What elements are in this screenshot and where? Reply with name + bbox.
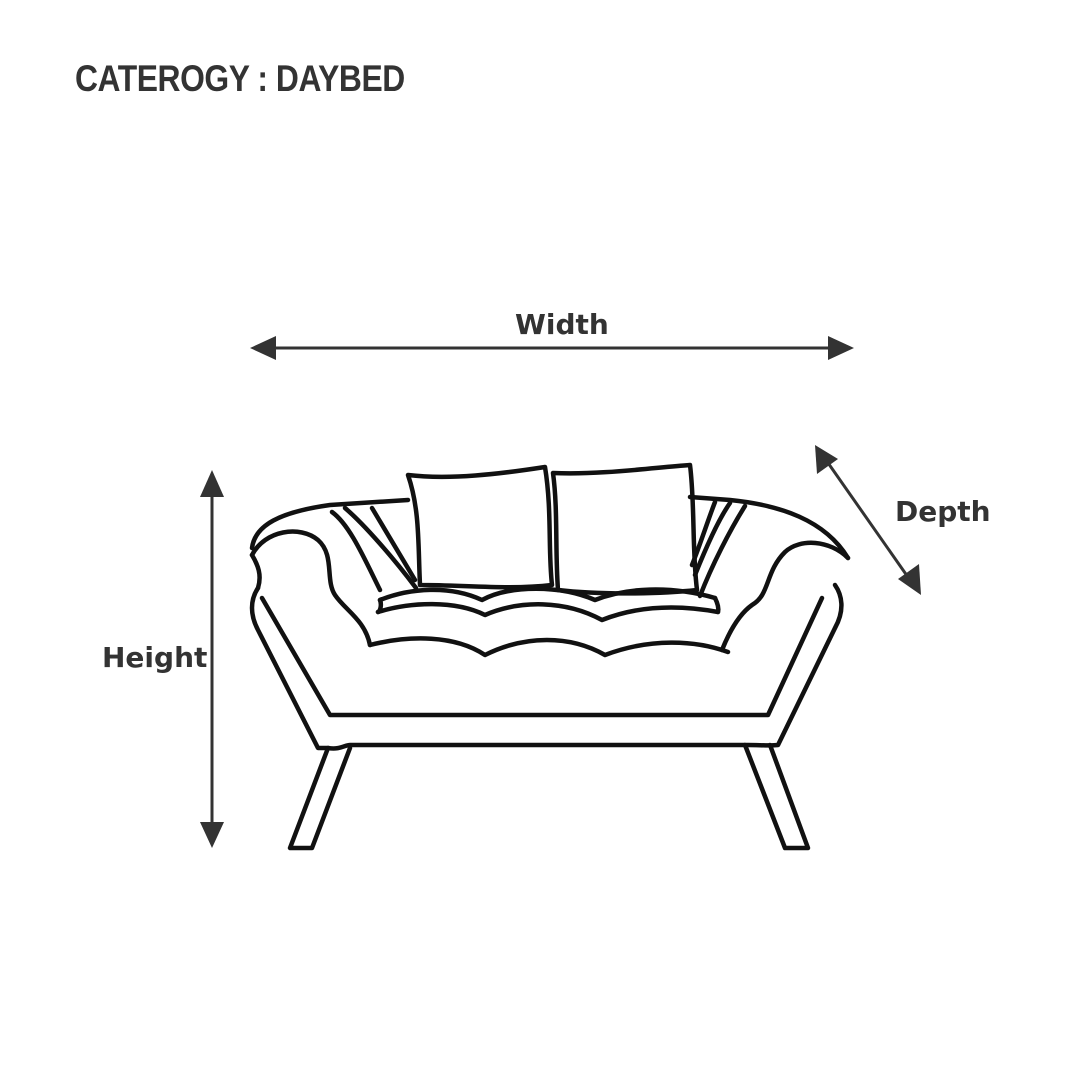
- daybed-right-armrest: [719, 540, 851, 653]
- height-arrow-icon: [200, 470, 224, 848]
- depth-arrow-icon: [815, 445, 921, 595]
- daybed-left-armrest: [249, 529, 373, 648]
- depth-label: Depth: [895, 495, 991, 528]
- daybed-pillow-left: [405, 464, 555, 590]
- daybed-leg-right: [742, 742, 811, 851]
- width-label: Width: [515, 308, 609, 341]
- daybed-seat-cushion: [377, 586, 718, 603]
- height-label: Height: [102, 641, 208, 674]
- width-arrow-icon: [250, 336, 854, 360]
- daybed-icon: [249, 462, 851, 851]
- daybed-backrest: [249, 497, 411, 551]
- daybed-frame: [249, 582, 844, 751]
- daybed-leg-left: [287, 745, 353, 851]
- category-title: CATEROGY : DAYBED: [75, 58, 405, 99]
- daybed-pillow-right: [550, 462, 700, 596]
